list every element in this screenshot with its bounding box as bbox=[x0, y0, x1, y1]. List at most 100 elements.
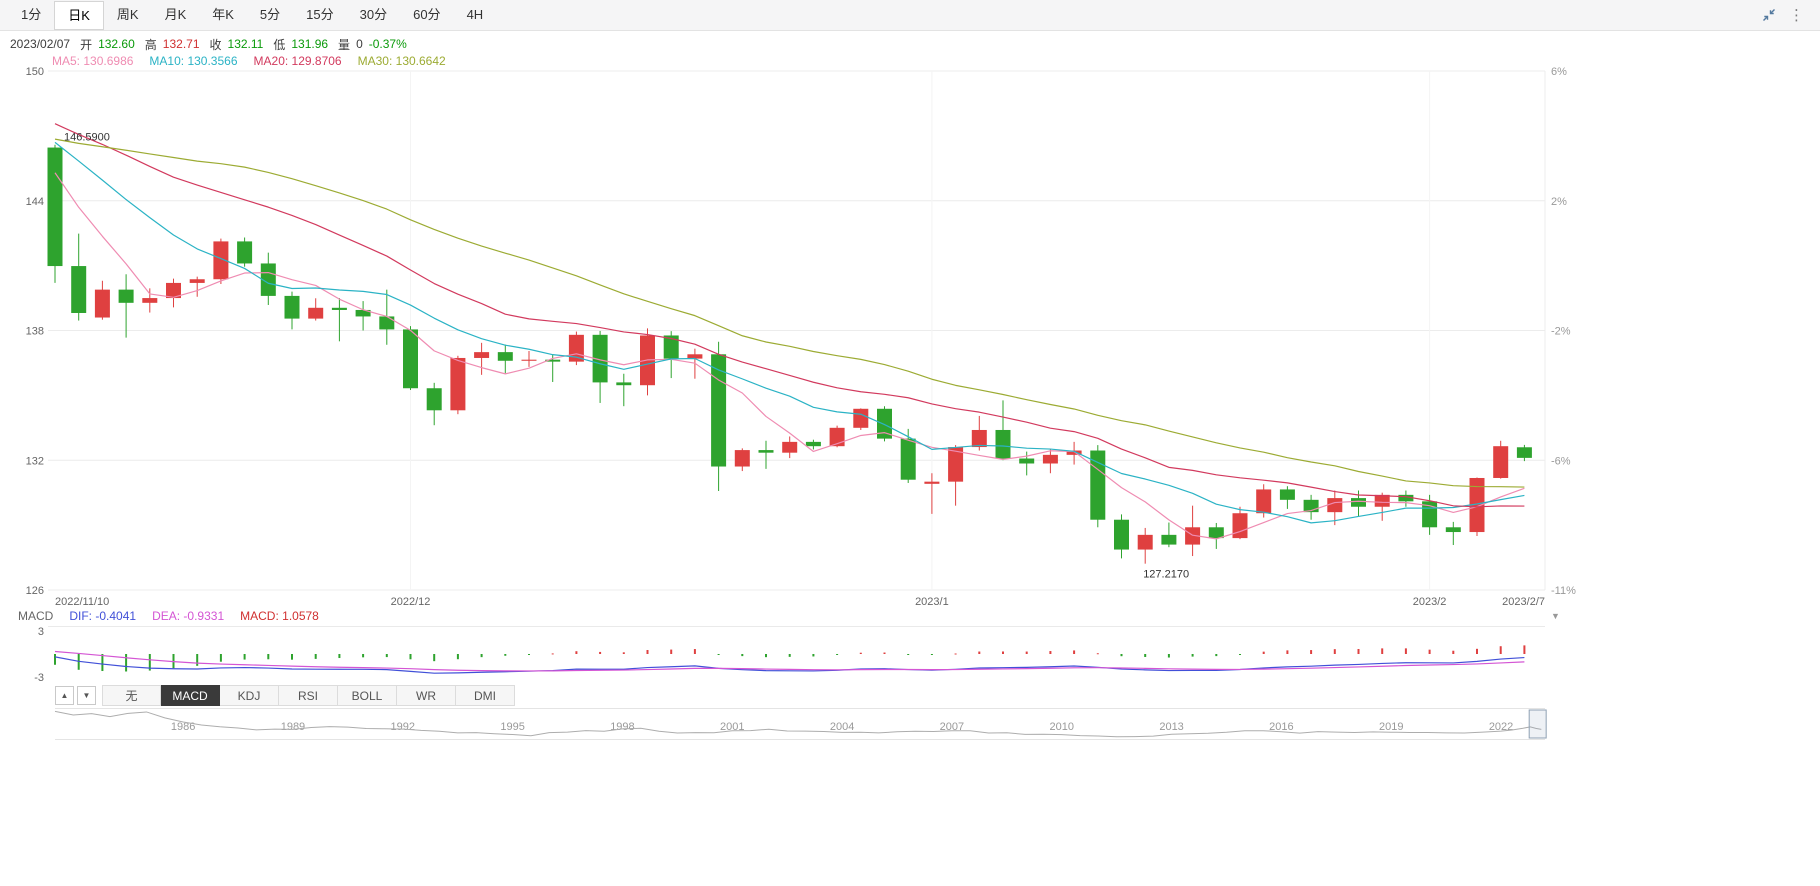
macd-values-bar: MACD DIF: -0.4041 DEA: -0.9331 MACD: 1.057… bbox=[18, 609, 319, 624]
svg-text:1995: 1995 bbox=[500, 721, 524, 733]
info-change: -0.37% bbox=[368, 37, 407, 51]
svg-text:150: 150 bbox=[26, 66, 44, 78]
ma-value-3: 130.6642 bbox=[395, 54, 446, 68]
indicator-up-button[interactable]: ▲ bbox=[55, 685, 74, 705]
navigator-year-labels: 1986 1989 1992 1995 1998 2001 2004 2007 2010 2013… bbox=[171, 721, 1513, 733]
ma-value-0: 130.6986 bbox=[83, 54, 134, 68]
navigator-selection bbox=[1528, 709, 1547, 739]
indicator-tab-boll[interactable]: BOLL bbox=[338, 684, 397, 706]
more-icon[interactable]: ⋮ bbox=[1789, 6, 1804, 24]
svg-text:2019: 2019 bbox=[1379, 721, 1403, 733]
ma-item-0: MA5: 130.6986 bbox=[52, 54, 133, 68]
macd-chart[interactable]: 3 -3 bbox=[0, 626, 1600, 684]
y-axis-left-labels: 150 144 138 132 126 bbox=[26, 66, 44, 597]
timeframe-tab-5[interactable]: 5分 bbox=[259, 7, 281, 22]
ma-label-0: MA5: bbox=[52, 54, 81, 68]
range-navigator[interactable]: 1986 1989 1992 1995 1998 2001 2004 2007 2010 2013… bbox=[0, 708, 1600, 741]
svg-text:2022/12: 2022/12 bbox=[391, 596, 431, 608]
y-axis-right-labels: 6% 2% -2% -6% -11% bbox=[1551, 66, 1576, 597]
timeframe-tab-6[interactable]: 15分 bbox=[306, 7, 334, 22]
svg-text:1992: 1992 bbox=[391, 721, 415, 733]
indicator-tab-kdj[interactable]: KDJ bbox=[220, 684, 279, 706]
macd-item-label-2: MACD: bbox=[240, 609, 279, 623]
svg-text:2013: 2013 bbox=[1159, 721, 1183, 733]
info-value-close: 132.11 bbox=[227, 37, 264, 51]
svg-text:6%: 6% bbox=[1551, 66, 1567, 78]
svg-text:2023/2/7: 2023/2/7 bbox=[1502, 596, 1545, 608]
macd-item-label-1: DEA: bbox=[152, 609, 181, 623]
info-value-low: 131.96 bbox=[291, 37, 329, 51]
svg-text:144: 144 bbox=[26, 196, 44, 208]
svg-text:2022/11/10: 2022/11/10 bbox=[55, 596, 109, 608]
svg-text:3: 3 bbox=[38, 626, 44, 638]
high-annotation: 146.5900 bbox=[64, 132, 110, 144]
indicator-tab-none[interactable]: 无 bbox=[102, 684, 161, 706]
macd-histogram bbox=[54, 645, 1526, 672]
macd-item-value-2: 1.0578 bbox=[282, 609, 319, 623]
svg-text:138: 138 bbox=[26, 326, 44, 338]
indicator-tab-macd[interactable]: MACD bbox=[161, 684, 220, 706]
macd-item-1: DEA: -0.9331 bbox=[152, 609, 224, 624]
svg-text:132: 132 bbox=[26, 455, 44, 467]
price-annotations: 146.5900 127.2170 bbox=[64, 132, 1189, 581]
ma-label-1: MA10: bbox=[149, 54, 185, 68]
indicator-tabs: 无 MACD KDJ RSI BOLL WR DMI bbox=[102, 684, 515, 706]
collapse-icon[interactable] bbox=[1761, 7, 1777, 23]
info-label-low: 低 bbox=[273, 37, 286, 52]
grid-lines bbox=[48, 70, 1546, 591]
info-label-volume: 量 bbox=[338, 37, 351, 52]
macd-item-0: DIF: -0.4041 bbox=[69, 609, 136, 624]
indicator-tabs-bar: ▲ ▼ 无 MACD KDJ RSI BOLL WR DMI bbox=[55, 684, 515, 706]
info-label-high: 高 bbox=[144, 37, 157, 52]
ma-value-2: 129.8706 bbox=[291, 54, 342, 68]
ma-value-1: 130.3566 bbox=[187, 54, 238, 68]
svg-text:-6%: -6% bbox=[1551, 455, 1571, 467]
svg-text:-11%: -11% bbox=[1551, 585, 1576, 597]
indicator-tab-dmi[interactable]: DMI bbox=[456, 684, 515, 706]
info-label-open: 开 bbox=[80, 37, 93, 52]
ma-item-1: MA10: 130.3566 bbox=[149, 54, 237, 68]
ma-values-bar: MA5: 130.6986 MA10: 130.3566 MA20: 129.870… bbox=[52, 54, 446, 68]
macd-item-value-1: -0.9331 bbox=[183, 609, 225, 623]
timeframe-tab-1[interactable]: 日K bbox=[54, 0, 104, 30]
svg-text:-3: -3 bbox=[34, 672, 44, 684]
macd-item-label-0: DIF: bbox=[69, 609, 93, 623]
ma-label-3: MA30: bbox=[357, 54, 393, 68]
timeframe-tab-7[interactable]: 30分 bbox=[359, 7, 388, 22]
macd-axis-labels: 3 -3 bbox=[34, 626, 44, 684]
ma-label-2: MA20: bbox=[253, 54, 289, 68]
macd-panel-label: MACD bbox=[18, 609, 54, 623]
svg-text:2001: 2001 bbox=[720, 721, 744, 733]
x-axis-labels: 2022/11/10 2022/12 2023/1 2023/2 2023/2/7 bbox=[55, 596, 1545, 608]
timeframe-tab-4[interactable]: 年K bbox=[212, 7, 234, 22]
ma-lines-layer bbox=[54, 123, 1525, 540]
indicator-tab-wr[interactable]: WR bbox=[397, 684, 456, 706]
info-date: 2023/02/07 bbox=[10, 37, 71, 51]
macd-item-value-0: -0.4041 bbox=[95, 609, 137, 623]
info-label-close: 收 bbox=[209, 37, 222, 52]
ma-item-3: MA30: 130.6642 bbox=[358, 54, 446, 68]
timeframe-tab-3[interactable]: 月K bbox=[164, 7, 187, 22]
info-value-volume: 0 bbox=[356, 37, 363, 51]
candlestick-chart[interactable]: 150 144 138 132 126 6% 2% -2% -6% -11% 146.5900 127… bbox=[0, 64, 1600, 612]
svg-text:2023/2: 2023/2 bbox=[1413, 596, 1447, 608]
svg-text:2%: 2% bbox=[1551, 196, 1567, 208]
timeframe-tabs: 1分 日K 周K 月K 年K 5分 15分 30分 60分 4H bbox=[0, 0, 1820, 30]
ma-item-2: MA20: 129.8706 bbox=[254, 54, 342, 68]
info-value-open: 132.60 bbox=[98, 37, 135, 51]
ohlc-info-bar: 2023/02/07 开 132.60 高 132.71 收 132.11 低 131.96 量… bbox=[10, 36, 407, 52]
timeframe-tab-0[interactable]: 1分 bbox=[21, 7, 42, 22]
timeframe-toolbar: 1分 日K 周K 月K 年K 5分 15分 30分 60分 4H ⋮ bbox=[0, 0, 1820, 31]
svg-text:2004: 2004 bbox=[830, 721, 854, 733]
indicator-down-button[interactable]: ▼ bbox=[77, 685, 96, 705]
svg-text:1998: 1998 bbox=[610, 721, 634, 733]
timeframe-tab-9[interactable]: 4H bbox=[466, 7, 484, 22]
scroll-to-latest-icon[interactable]: ▼ bbox=[1551, 611, 1560, 621]
svg-text:2022: 2022 bbox=[1489, 721, 1513, 733]
svg-text:1986: 1986 bbox=[171, 721, 195, 733]
timeframe-tab-2[interactable]: 周K bbox=[116, 7, 139, 22]
indicator-tab-rsi[interactable]: RSI bbox=[279, 684, 338, 706]
svg-text:1989: 1989 bbox=[281, 721, 305, 733]
timeframe-tab-8[interactable]: 60分 bbox=[413, 7, 441, 22]
